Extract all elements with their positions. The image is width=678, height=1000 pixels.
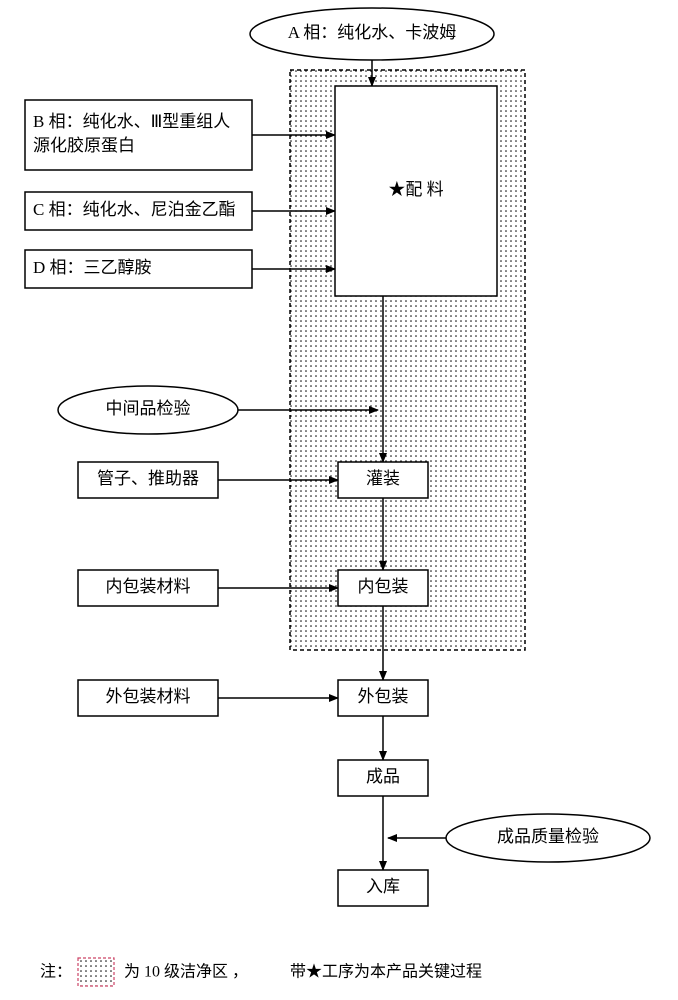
label-filling: 灌装 xyxy=(366,469,400,488)
legend-text2: 带★工序为本产品关键过程 xyxy=(290,963,482,981)
legend: 注： 为 10 级洁净区 ， 带★工序为本产品关键过程 xyxy=(40,958,482,986)
label-phaseB-0: B 相：纯化水、Ⅲ型重组人 xyxy=(33,112,230,131)
label-mixing: ★配 料 xyxy=(388,180,443,199)
legend-prefix: 注： xyxy=(40,963,72,981)
label-finalQC: 成品质量检验 xyxy=(497,827,599,846)
label-innerMat: 内包装材料 xyxy=(106,577,191,596)
label-outerPack: 外包装 xyxy=(358,687,409,706)
label-phaseA: A 相：纯化水、卡波姆 xyxy=(288,23,457,42)
legend-text1: 为 10 级洁净区 ， xyxy=(124,963,248,981)
label-tubes: 管子、推助器 xyxy=(97,469,199,488)
label-storage: 入库 xyxy=(366,877,400,896)
label-product: 成品 xyxy=(366,767,400,786)
label-outerMat: 外包装材料 xyxy=(106,687,191,706)
legend-swatch xyxy=(78,958,114,986)
label-innerPack: 内包装 xyxy=(358,577,409,596)
label-phaseC: C 相：纯化水、尼泊金乙酯 xyxy=(33,200,236,219)
label-phaseD: D 相：三乙醇胺 xyxy=(33,258,152,277)
label-midInspect: 中间品检验 xyxy=(106,399,191,418)
label-phaseB-1: 源化胶原蛋白 xyxy=(33,136,135,155)
